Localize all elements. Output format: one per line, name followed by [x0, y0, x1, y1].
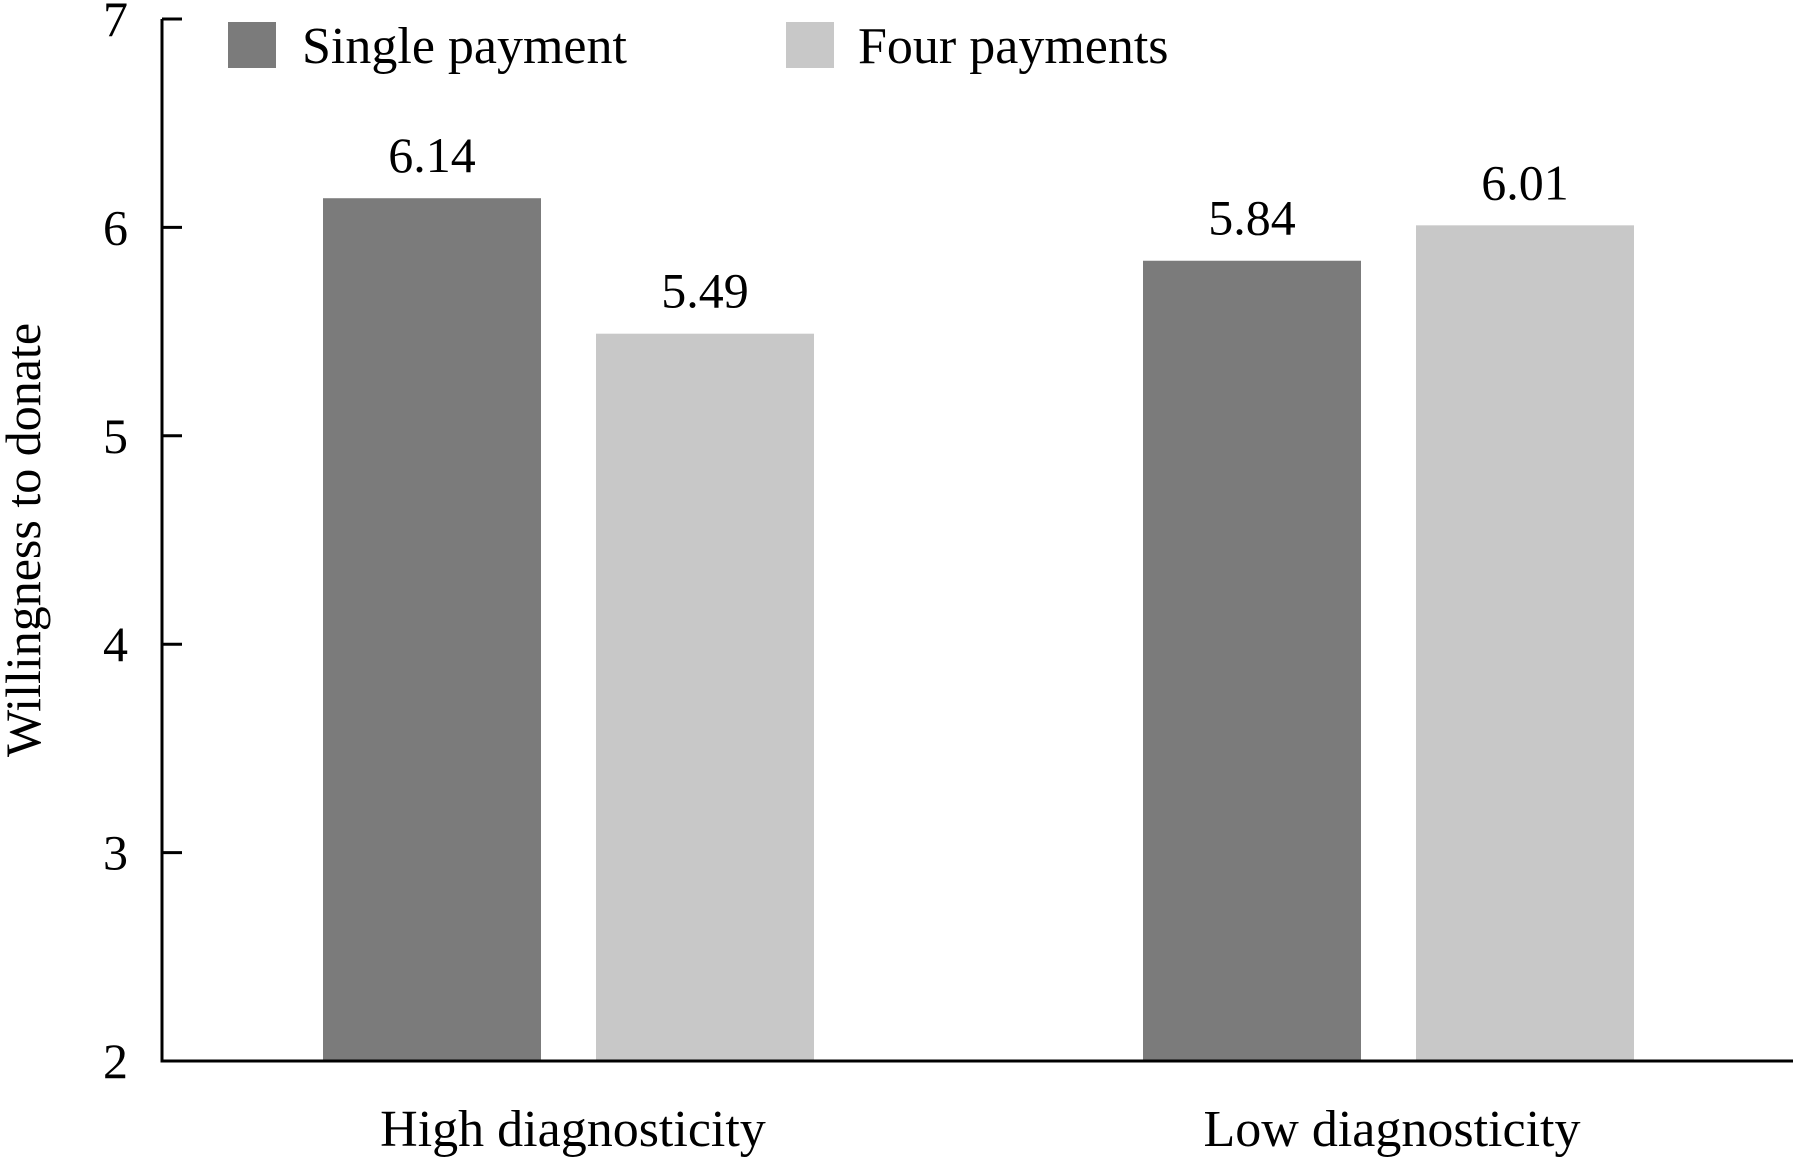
- bar-four-low: [1416, 225, 1634, 1062]
- legend-swatch-single: [228, 22, 276, 68]
- bar-single-high: [323, 198, 541, 1061]
- x-category-label: High diagnosticity: [380, 1101, 766, 1158]
- y-tick-label: 2: [103, 1033, 128, 1089]
- x-category-label: Low diagnosticity: [1204, 1101, 1581, 1158]
- y-tick-label: 3: [103, 825, 128, 881]
- legend-label-single: Single payment: [302, 18, 628, 75]
- y-tick-label: 4: [103, 616, 128, 672]
- data-label: 5.49: [661, 263, 749, 319]
- data-label: 6.14: [388, 127, 476, 183]
- legend-swatch-four: [786, 22, 834, 68]
- bar-single-low: [1143, 260, 1361, 1061]
- bars-layer: [323, 198, 1634, 1062]
- y-tick-label: 5: [103, 408, 128, 464]
- axes-layer: [160, 17, 1793, 1063]
- legend-label-four: Four payments: [858, 18, 1169, 75]
- y-axis-title: Willingness to donate: [0, 323, 51, 757]
- labels-layer: 6.14 5.84 5.49 6.01 2 3 4 5 6 7 High diagnosticity…: [0, 0, 1580, 1158]
- data-label: 5.84: [1208, 190, 1296, 246]
- y-tick-label: 7: [103, 0, 128, 47]
- y-tick-label: 6: [103, 199, 128, 255]
- bar-four-high: [596, 333, 814, 1062]
- data-label: 6.01: [1481, 154, 1569, 210]
- legend: Single payment Four payments: [228, 18, 1169, 75]
